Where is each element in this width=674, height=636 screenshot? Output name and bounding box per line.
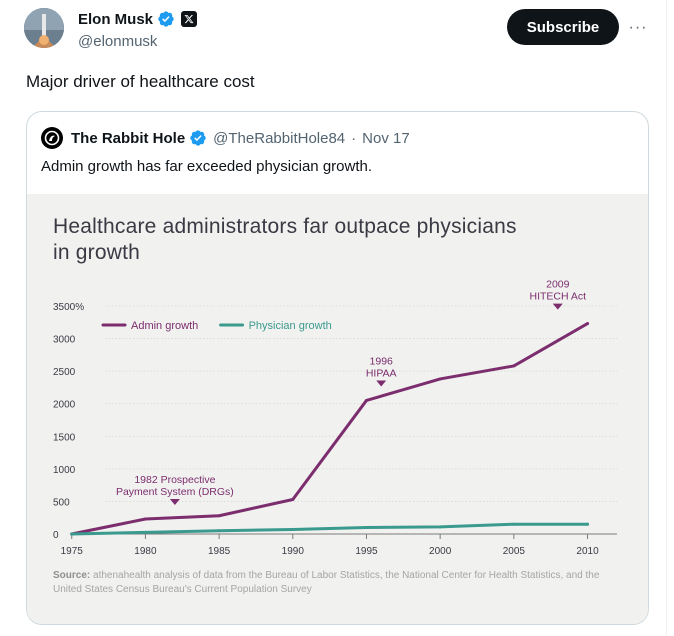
physician-growth-point	[143, 530, 147, 534]
avatar[interactable]	[24, 8, 64, 48]
timeline-border	[666, 0, 667, 636]
y-tick-label: 2500	[53, 367, 76, 378]
author-name-row: Elon Musk	[78, 10, 198, 28]
chart-title: Healthcare administrators far outpace ph…	[53, 215, 517, 264]
post-text: Major driver of healthcare cost	[26, 72, 255, 91]
annotation-marker-icon	[552, 303, 563, 310]
quoted-post[interactable]: The Rabbit Hole @TheRabbitHole84 · Nov 1…	[26, 111, 649, 625]
y-tick-label: 1000	[53, 465, 76, 476]
y-tick-label: 0	[53, 530, 59, 541]
annotation-label: 1982 Prospective	[134, 474, 215, 486]
x-tick-label: 1985	[208, 546, 231, 557]
source-label: Source:	[53, 570, 91, 581]
annotation-label: 2009	[546, 279, 570, 291]
line-chart: 0 500 1000 1500 2000 2500 3000 3500% 1975 1980 198…	[53, 279, 617, 557]
quoted-post-header: The Rabbit Hole @TheRabbitHole84 · Nov 1…	[41, 127, 410, 149]
x-tick-label: 2005	[503, 546, 526, 557]
source-text: athenahealth analysis of data from the B…	[53, 570, 600, 595]
x-tick-label: 1975	[61, 546, 84, 557]
physician-growth-point	[438, 525, 442, 529]
chart-figure[interactable]: Healthcare administrators far outpace ph…	[27, 194, 648, 624]
y-tick-label: 1500	[53, 432, 76, 443]
legend-physician-label: Physician growth	[249, 320, 332, 332]
physician-growth-point	[512, 522, 516, 526]
author-name[interactable]: Elon Musk	[78, 10, 154, 28]
quoted-verified-badge-icon	[190, 130, 206, 146]
y-tick-label: 2000	[53, 400, 76, 411]
x-tick-label: 1995	[355, 546, 378, 557]
chart-source: Source: athenahealth analysis of data fr…	[53, 569, 613, 597]
physician-growth-point	[217, 529, 221, 533]
physician-growth-point	[291, 527, 295, 531]
annotation-label: 1996	[370, 355, 394, 367]
x-tick-label: 1980	[134, 546, 157, 557]
admin-growth-point	[217, 514, 221, 518]
y-tick-label: 3000	[53, 335, 76, 346]
verified-badge-icon	[158, 11, 174, 27]
x-tick-label: 1990	[282, 546, 305, 557]
admin-growth-point	[364, 398, 368, 402]
author-handle[interactable]: @elonmusk	[78, 33, 158, 50]
subscribe-button[interactable]: Subscribe	[507, 9, 619, 45]
y-tick-label: 3500%	[53, 302, 84, 313]
annotation-marker-icon	[169, 499, 180, 506]
y-tick-label: 500	[53, 497, 70, 508]
quoted-post-text: Admin growth has far exceeded physician …	[41, 158, 373, 175]
physician-growth-point	[364, 525, 368, 529]
admin-growth-point	[438, 377, 442, 381]
physician-growth-point	[586, 522, 590, 526]
post-header: Elon Musk @elonmusk Subscribe ···	[0, 0, 667, 64]
admin-growth-point	[291, 497, 295, 501]
admin-growth-point	[143, 517, 147, 521]
annotation-label: HITECH Act	[529, 291, 586, 303]
x-affiliate-icon	[181, 11, 198, 27]
annotation-label: HIPAA	[366, 367, 397, 379]
more-options-icon[interactable]: ···	[628, 19, 648, 36]
quoted-author-name[interactable]: The Rabbit Hole	[71, 129, 186, 147]
admin-growth-point	[586, 322, 590, 326]
quoted-post-date[interactable]: Nov 17	[362, 129, 410, 147]
separator-dot: ·	[351, 129, 357, 147]
physician-growth-point	[70, 532, 74, 536]
legend-admin-label: Admin growth	[131, 320, 198, 332]
annotation-label: Payment System (DRGs)	[116, 486, 234, 498]
physician-growth-line	[70, 522, 590, 536]
x-tick-label: 2000	[429, 546, 452, 557]
admin-growth-line	[70, 322, 590, 536]
x-tick-label: 2010	[576, 546, 599, 557]
quoted-avatar[interactable]	[41, 127, 63, 149]
annotation-marker-icon	[376, 380, 387, 387]
quoted-author-handle[interactable]: @TheRabbitHole84	[213, 129, 346, 147]
admin-growth-point	[512, 364, 516, 368]
